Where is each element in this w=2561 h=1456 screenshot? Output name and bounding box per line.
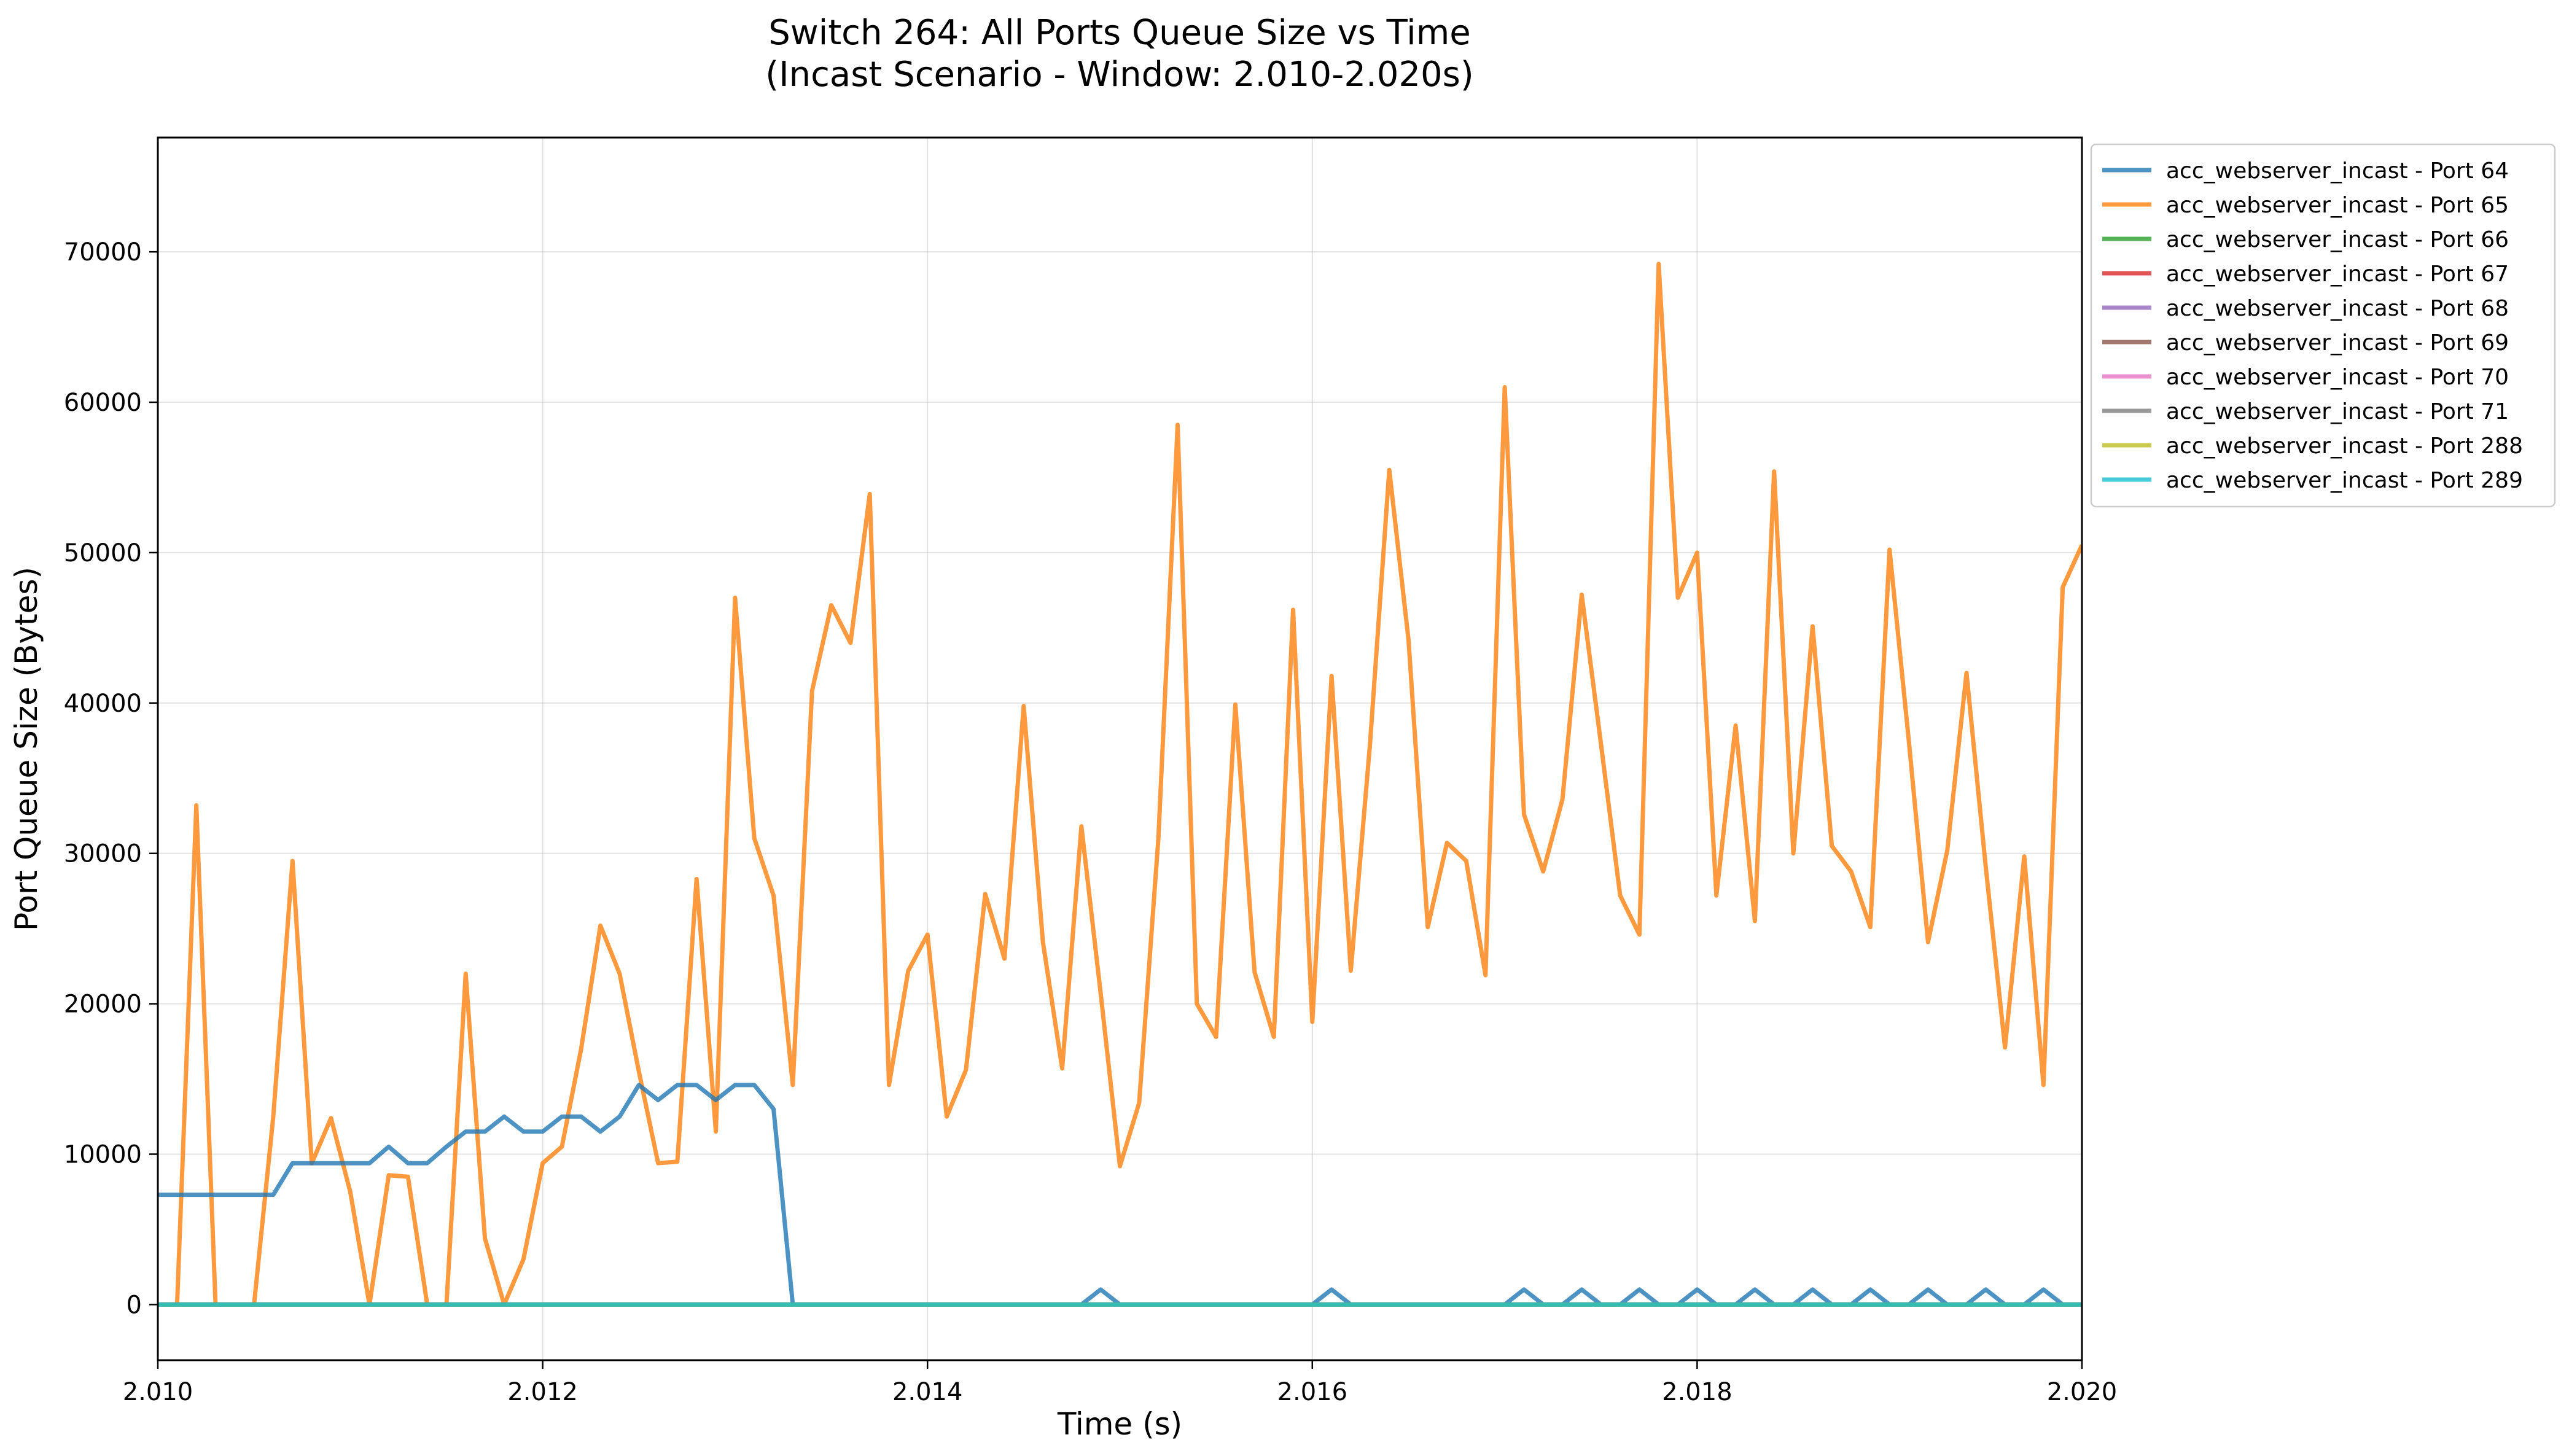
y-tick-label: 60000 [64, 389, 142, 417]
x-tick-label: 2.014 [892, 1378, 963, 1406]
x-tick-label: 2.012 [507, 1378, 578, 1406]
y-tick-label: 10000 [64, 1140, 142, 1169]
legend-entry-label: acc_webserver_incast - Port 65 [2166, 193, 2509, 218]
grid-layer [157, 138, 2083, 1360]
legend-entry-label: acc_webserver_incast - Port 71 [2166, 399, 2509, 424]
legend-entry-label: acc_webserver_incast - Port 68 [2166, 296, 2509, 321]
chart-subtitle: (Incast Scenario - Window: 2.010-2.020s) [765, 55, 1473, 95]
legend-entry-label: acc_webserver_incast - Port 67 [2166, 262, 2509, 287]
plot-area [158, 262, 2082, 1307]
legend-entry-label: acc_webserver_incast - Port 70 [2166, 365, 2509, 390]
x-tick-label: 2.010 [123, 1378, 193, 1406]
y-tick-label: 50000 [64, 539, 142, 567]
legend-entry-label: acc_webserver_incast - Port 66 [2166, 227, 2509, 252]
y-tick-label: 40000 [64, 690, 142, 718]
y-axis: 0 10000 20000 30000 40000 50000 60000 70000 [64, 238, 158, 1319]
y-tick-label: 20000 [64, 991, 142, 1019]
x-tick-label: 2.016 [1277, 1378, 1348, 1406]
x-tick-label: 2.020 [2047, 1378, 2118, 1406]
legend-box [2090, 143, 2556, 508]
y-tick-label: 0 [127, 1291, 142, 1319]
axes-frame [157, 136, 2083, 1361]
legend-entry-label: acc_webserver_incast - Port 64 [2166, 158, 2509, 184]
legend-entry-label: acc_webserver_incast - Port 288 [2166, 434, 2523, 459]
chart-title: Switch 264: All Ports Queue Size vs Time [768, 13, 1470, 53]
legend-entry-label: acc_webserver_incast - Port 289 [2166, 468, 2523, 493]
legend-entry-label: acc_webserver_incast - Port 69 [2166, 330, 2509, 356]
legend: acc_webserver_incast - Port 64 acc_webser… [2090, 143, 2556, 508]
y-tick-label: 30000 [64, 840, 142, 868]
x-axis: 2.010 2.012 2.014 2.016 2.018 2.020 [123, 1360, 2118, 1406]
y-axis-label: Port Queue Size (Bytes) [9, 567, 44, 931]
series-line-65 [158, 262, 2082, 1307]
y-tick-label: 70000 [64, 238, 142, 267]
x-tick-label: 2.018 [1662, 1378, 1733, 1406]
x-axis-label: Time (s) [1057, 1406, 1182, 1442]
